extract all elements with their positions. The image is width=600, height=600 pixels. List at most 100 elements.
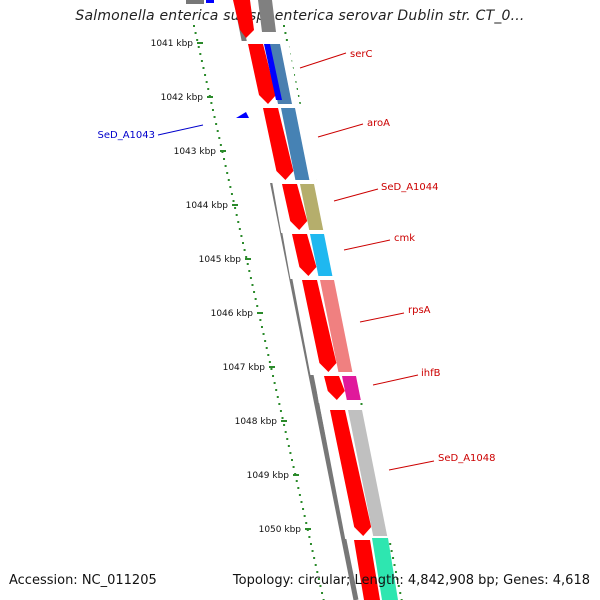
cds-arrow[interactable] — [324, 376, 345, 400]
gene-aroA[interactable]: aroA — [253, 105, 390, 183]
partial-cds-top — [233, 0, 254, 38]
gene-label[interactable]: cmk — [394, 233, 415, 244]
kbp-tick-label: 1049 kbp — [247, 471, 290, 481]
axis-dot — [207, 88, 210, 90]
gene-feature-box[interactable] — [342, 376, 361, 400]
gene-leader-line — [359, 312, 405, 323]
partial-feature-top-blue — [206, 0, 214, 3]
axis-dot-right — [298, 102, 301, 104]
partial-gray-top — [258, 0, 276, 32]
gene-ihfB[interactable]: ihfB — [314, 368, 441, 403]
axis-dot — [270, 368, 273, 370]
axis-dot-right — [285, 39, 288, 41]
gene-cmk[interactable]: cmk — [282, 231, 415, 279]
cds-arrow[interactable] — [282, 184, 308, 230]
axis-dot — [309, 543, 312, 545]
axis-dot — [246, 263, 249, 265]
axis-dot — [257, 312, 260, 314]
axis-dot — [237, 221, 240, 223]
axis-dot — [272, 375, 275, 377]
gene-feature-box[interactable] — [348, 410, 388, 536]
gene-label[interactable]: ihfB — [421, 368, 441, 379]
axis-dot — [240, 235, 243, 237]
axis-dot — [283, 424, 286, 426]
gene-leader-line — [343, 239, 391, 251]
axis-dot-right — [297, 95, 300, 97]
axis-dot — [305, 522, 308, 524]
cds-arrow[interactable] — [302, 280, 337, 372]
gene-SeD_A1044[interactable]: SeD_A1044 — [272, 181, 439, 233]
axis-dot-right — [390, 550, 393, 552]
map-title: Salmonella enterica subsp. enterica sero… — [75, 8, 525, 24]
axis-dot — [268, 361, 271, 363]
axis-dot — [308, 536, 311, 538]
gene-serC[interactable]: serC — [238, 41, 372, 107]
gene-label[interactable]: SeD_A1048 — [438, 453, 496, 464]
axis-dot-right — [294, 81, 297, 83]
cds-arrow[interactable] — [263, 108, 294, 180]
gene-SeD_A1048[interactable]: SeD_A1048 — [320, 407, 496, 539]
axis-dot — [211, 109, 214, 111]
gene-label[interactable]: rpsA — [408, 305, 431, 316]
reverse-gene-arrow[interactable] — [236, 112, 249, 118]
axis-dot — [235, 214, 238, 216]
axis-dot — [276, 396, 279, 398]
axis-dot — [223, 158, 226, 160]
reverse-gene-label[interactable]: SeD_A1043 — [98, 130, 156, 141]
axis-dot — [216, 130, 219, 132]
gene-leader-line — [299, 52, 347, 69]
axis-dot — [205, 81, 208, 83]
axis-dot — [230, 193, 233, 195]
axis-dot — [295, 480, 298, 482]
axis-dot — [262, 333, 265, 335]
gene-rpsA[interactable]: rpsA — [292, 277, 431, 375]
axis-dot — [224, 165, 227, 167]
gene-feature-box[interactable] — [310, 234, 333, 276]
kbp-tick-label: 1047 kbp — [223, 363, 266, 373]
axis-dot-right — [399, 592, 402, 594]
kbp-tick-label: 1043 kbp — [174, 147, 217, 157]
gene-leader-line — [317, 123, 364, 138]
axis-dot — [286, 438, 289, 440]
gene-label[interactable]: serC — [350, 49, 372, 60]
gene-leader-line — [388, 460, 435, 471]
axis-dot — [297, 487, 300, 489]
axis-dot — [292, 466, 295, 468]
axis-dot — [306, 529, 309, 531]
axis-dot — [197, 46, 200, 48]
cds-arrow[interactable] — [292, 234, 317, 276]
gene-leader-line — [333, 188, 379, 202]
kbp-tick-label: 1046 kbp — [211, 309, 254, 319]
axis-dot — [303, 515, 306, 517]
axis-dot — [316, 571, 319, 573]
axis-dot — [238, 228, 241, 230]
axis-dot — [317, 578, 320, 580]
gene-feature-box[interactable] — [281, 108, 310, 180]
topology-text: Topology: circular; Length: 4,842,908 bp… — [232, 573, 590, 588]
partial-cds-bottom — [354, 540, 380, 600]
axis-dot — [281, 417, 284, 419]
axis-dot — [199, 53, 202, 55]
cds-arrow[interactable] — [248, 44, 276, 104]
cds-arrow[interactable] — [330, 410, 372, 536]
kbp-tick-label: 1044 kbp — [186, 201, 229, 211]
kbp-axis: 1041 kbp 1042 kbp 1043 kbp 1044 kbp 1045 kbp… — [151, 25, 403, 600]
axis-dot — [221, 151, 224, 153]
reverse-gene-leader — [157, 124, 204, 136]
axis-dot-right — [393, 564, 396, 566]
axis-dot — [254, 298, 257, 300]
axis-dot — [251, 284, 254, 286]
axis-dot — [313, 557, 316, 559]
axis-dot-right — [396, 578, 399, 580]
axis-dot-right — [360, 403, 363, 405]
axis-dot — [267, 354, 270, 356]
axis-dot — [202, 67, 205, 69]
gene-feature-box[interactable] — [320, 280, 353, 372]
gene-feature-box[interactable] — [300, 184, 324, 230]
axis-dot — [260, 326, 263, 328]
axis-dot-right — [392, 557, 395, 559]
gene-label[interactable]: aroA — [367, 118, 390, 129]
gene-label[interactable]: SeD_A1044 — [381, 182, 439, 193]
